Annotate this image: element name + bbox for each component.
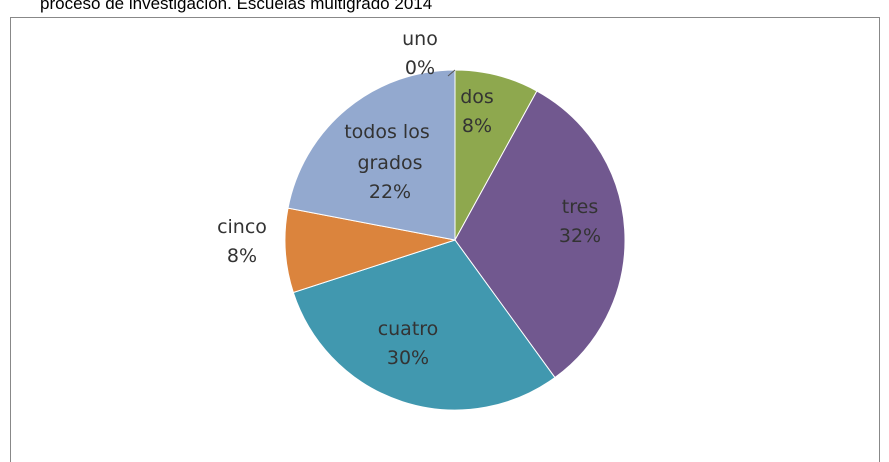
chart-title: proceso de investigación. Escuelas multi…: [40, 0, 432, 13]
slice-category-label: dos: [460, 86, 494, 108]
pie-slice: [292, 239, 556, 411]
title-backdrop: [30, 0, 650, 17]
slice-value-label: 32%: [559, 225, 601, 247]
pie-slice: [287, 69, 456, 241]
slice-category-label: cinco: [217, 216, 267, 238]
slice-category-label: todos los grados: [344, 121, 436, 174]
slice-value-label: 8%: [227, 245, 257, 267]
leader-line: [447, 69, 456, 77]
pie-slice: [454, 90, 626, 379]
slice-value-label: 22%: [369, 181, 411, 203]
slice-category-label: cuatro: [378, 318, 439, 340]
slice-category-label: tres: [562, 196, 598, 218]
slice-value-label: 0%: [405, 57, 435, 79]
slice-value-label: 8%: [462, 115, 492, 137]
slice-value-label: 30%: [387, 347, 429, 369]
slice-category-label: uno: [402, 28, 438, 50]
